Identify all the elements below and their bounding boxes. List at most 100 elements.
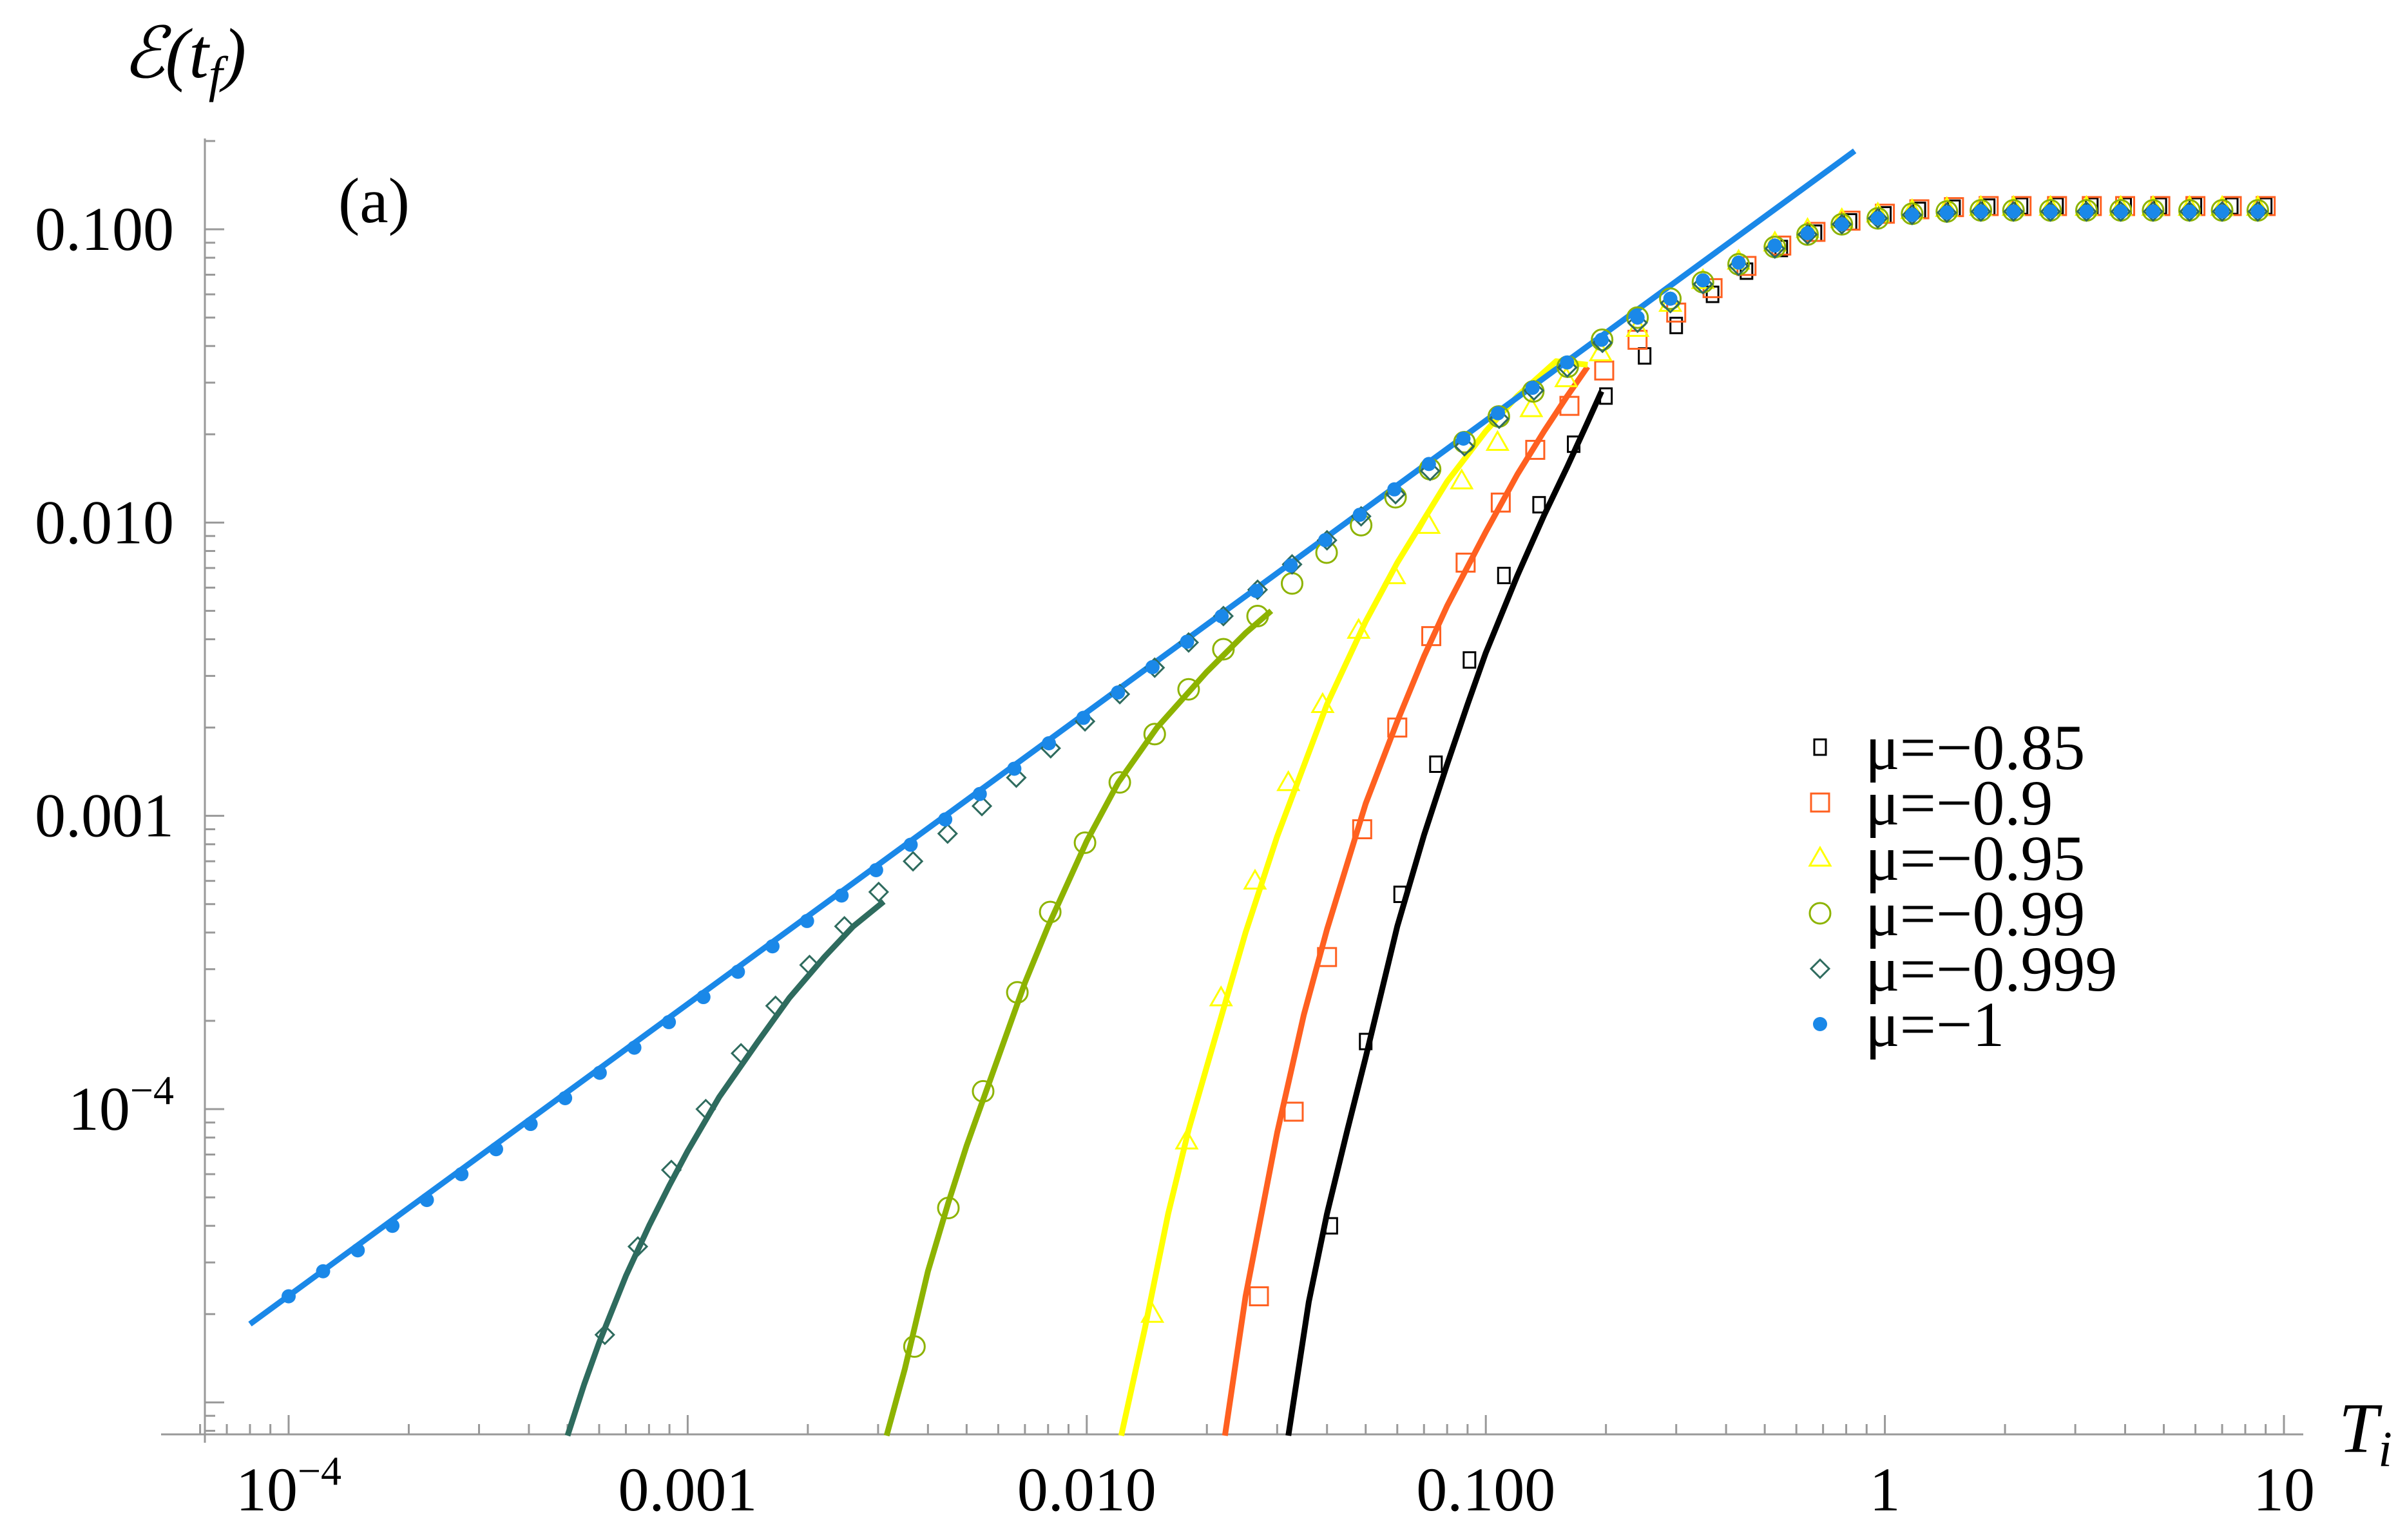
data-point <box>765 995 786 1016</box>
data-point <box>1456 431 1471 446</box>
data-point <box>799 955 820 976</box>
data-point <box>1904 207 1919 222</box>
fit-curve-series-4 <box>883 608 1274 1437</box>
data-point <box>1180 634 1194 649</box>
data-point <box>1143 723 1166 746</box>
data-point <box>1347 618 1371 639</box>
data-point <box>1421 626 1442 647</box>
data-point <box>972 1079 995 1103</box>
data-point <box>2006 204 2021 219</box>
data-point <box>1318 533 1332 547</box>
data-point <box>731 964 745 979</box>
x-axis-label-main: T <box>2339 1389 2383 1467</box>
data-point <box>316 1264 331 1279</box>
data-point <box>1041 736 1056 750</box>
data-point <box>385 1219 400 1233</box>
data-point <box>1246 604 1269 627</box>
y-tick-label-base: 10 <box>68 1074 130 1143</box>
data-point <box>1352 819 1372 840</box>
data-point <box>1800 226 1815 241</box>
data-point <box>937 823 958 844</box>
data-point <box>1462 651 1477 669</box>
fit-curves <box>248 148 1857 1437</box>
y-axis-label-close: ) <box>218 14 246 93</box>
y-tick-label: 10−4 <box>68 1067 174 1143</box>
legend-item: μ=−0.99 <box>1808 878 2085 949</box>
data-point <box>1567 435 1581 453</box>
x-tick-label: 10 <box>2253 1455 2315 1524</box>
data-point <box>972 786 987 801</box>
legend-marker <box>1810 792 1830 813</box>
data-point <box>1767 238 1782 253</box>
x-tick-label-exp: −4 <box>298 1448 341 1494</box>
data-point <box>1429 755 1443 773</box>
data-point <box>1485 430 1510 452</box>
data-point <box>1591 328 1614 352</box>
data-point <box>1283 558 1298 573</box>
data-point <box>592 1065 607 1080</box>
data-point <box>1276 770 1301 792</box>
x-tick-label: 0.001 <box>618 1455 757 1524</box>
series-2-markers <box>1249 196 2276 1307</box>
legend-label: μ=−0.99 <box>1865 878 2085 949</box>
data-point <box>1669 316 1683 334</box>
data-point <box>1324 1217 1338 1235</box>
panel-label: (a) <box>338 165 410 236</box>
data-point <box>1393 886 1407 904</box>
y-tick-label: 0.100 <box>35 195 174 263</box>
data-point <box>1588 340 1613 361</box>
y-tick-label-exp: −4 <box>130 1067 174 1113</box>
data-point <box>1387 482 1402 497</box>
legend-marker <box>1813 1017 1827 1031</box>
data-point <box>1243 868 1267 890</box>
y-tick-label: 0.010 <box>35 488 174 556</box>
data-point <box>2145 204 2160 219</box>
data-point <box>1519 396 1544 417</box>
data-point <box>1317 947 1338 967</box>
data-point <box>1417 513 1441 534</box>
data-point <box>1532 496 1546 514</box>
x-axis-label-sub: i <box>2378 1421 2392 1477</box>
data-point <box>1525 439 1546 460</box>
data-point <box>1525 381 1540 395</box>
legend-label: μ=−1 <box>1865 989 2004 1060</box>
data-point <box>1145 660 1160 674</box>
data-point <box>1421 457 1436 471</box>
data-point <box>2079 204 2094 219</box>
data-point <box>1731 255 1746 270</box>
data-point <box>1283 1101 1304 1122</box>
data-point <box>454 1167 469 1182</box>
data-point <box>1177 678 1200 701</box>
x-tick-labels: 10−4 0.001 0.010 0.100 1 10 <box>236 1448 2315 1524</box>
data-point <box>834 916 855 937</box>
data-point <box>523 1117 538 1132</box>
data-point <box>1973 204 1988 219</box>
data-point <box>1175 1128 1199 1150</box>
data-markers <box>282 195 2276 1358</box>
legend-marker <box>1809 958 1831 980</box>
data-point <box>1111 685 1126 700</box>
data-point <box>1594 332 1609 347</box>
legend-label: μ=−0.85 <box>1865 712 2085 783</box>
data-point <box>1076 710 1091 725</box>
data-point <box>419 1193 434 1208</box>
data-point <box>1455 553 1476 573</box>
data-point <box>1599 387 1613 405</box>
data-point <box>1140 1302 1165 1323</box>
data-point <box>695 1098 716 1120</box>
data-point <box>1039 900 1062 924</box>
data-point <box>1450 468 1474 490</box>
legend-marker <box>1813 738 1827 756</box>
y-axis-label-main: ℰ(t <box>122 14 210 93</box>
x-tick-label-base: 10 <box>236 1455 298 1524</box>
legend-item: μ=−0.95 <box>1808 822 2085 894</box>
data-point <box>1696 273 1711 288</box>
data-point <box>868 881 889 903</box>
fit-curve-series-2 <box>1222 365 1590 1436</box>
data-point <box>594 1324 615 1345</box>
data-point <box>903 1335 926 1358</box>
data-point <box>1006 767 1027 788</box>
data-point <box>1630 310 1645 325</box>
